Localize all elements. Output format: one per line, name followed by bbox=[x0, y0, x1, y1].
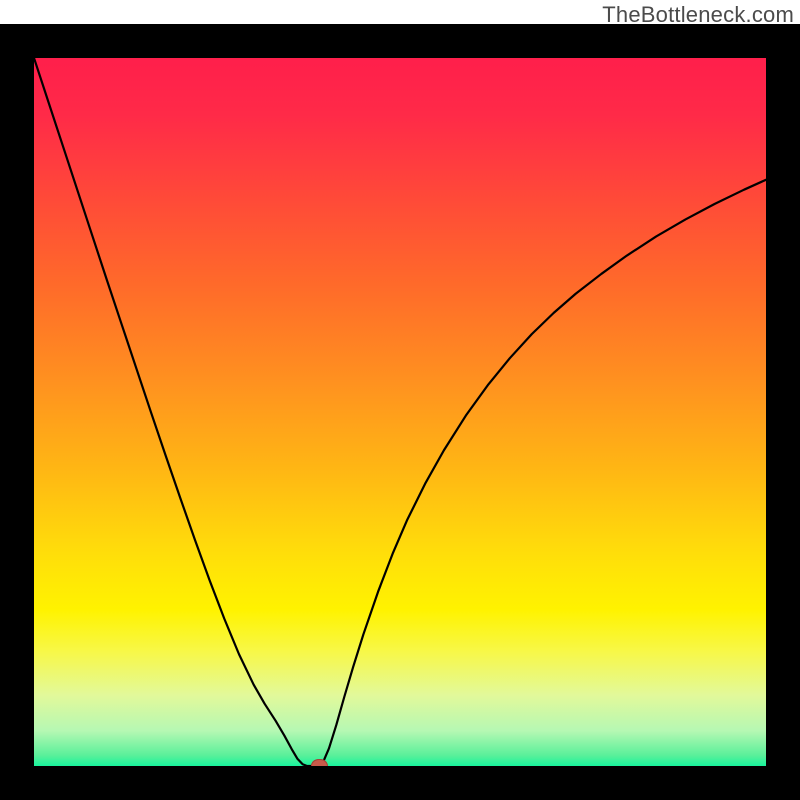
watermark-text: TheBottleneck.com bbox=[602, 2, 794, 28]
curve-svg bbox=[34, 58, 766, 766]
bottleneck-curve bbox=[34, 58, 766, 766]
chart-root: TheBottleneck.com bbox=[0, 0, 800, 800]
plot-area bbox=[34, 58, 766, 766]
